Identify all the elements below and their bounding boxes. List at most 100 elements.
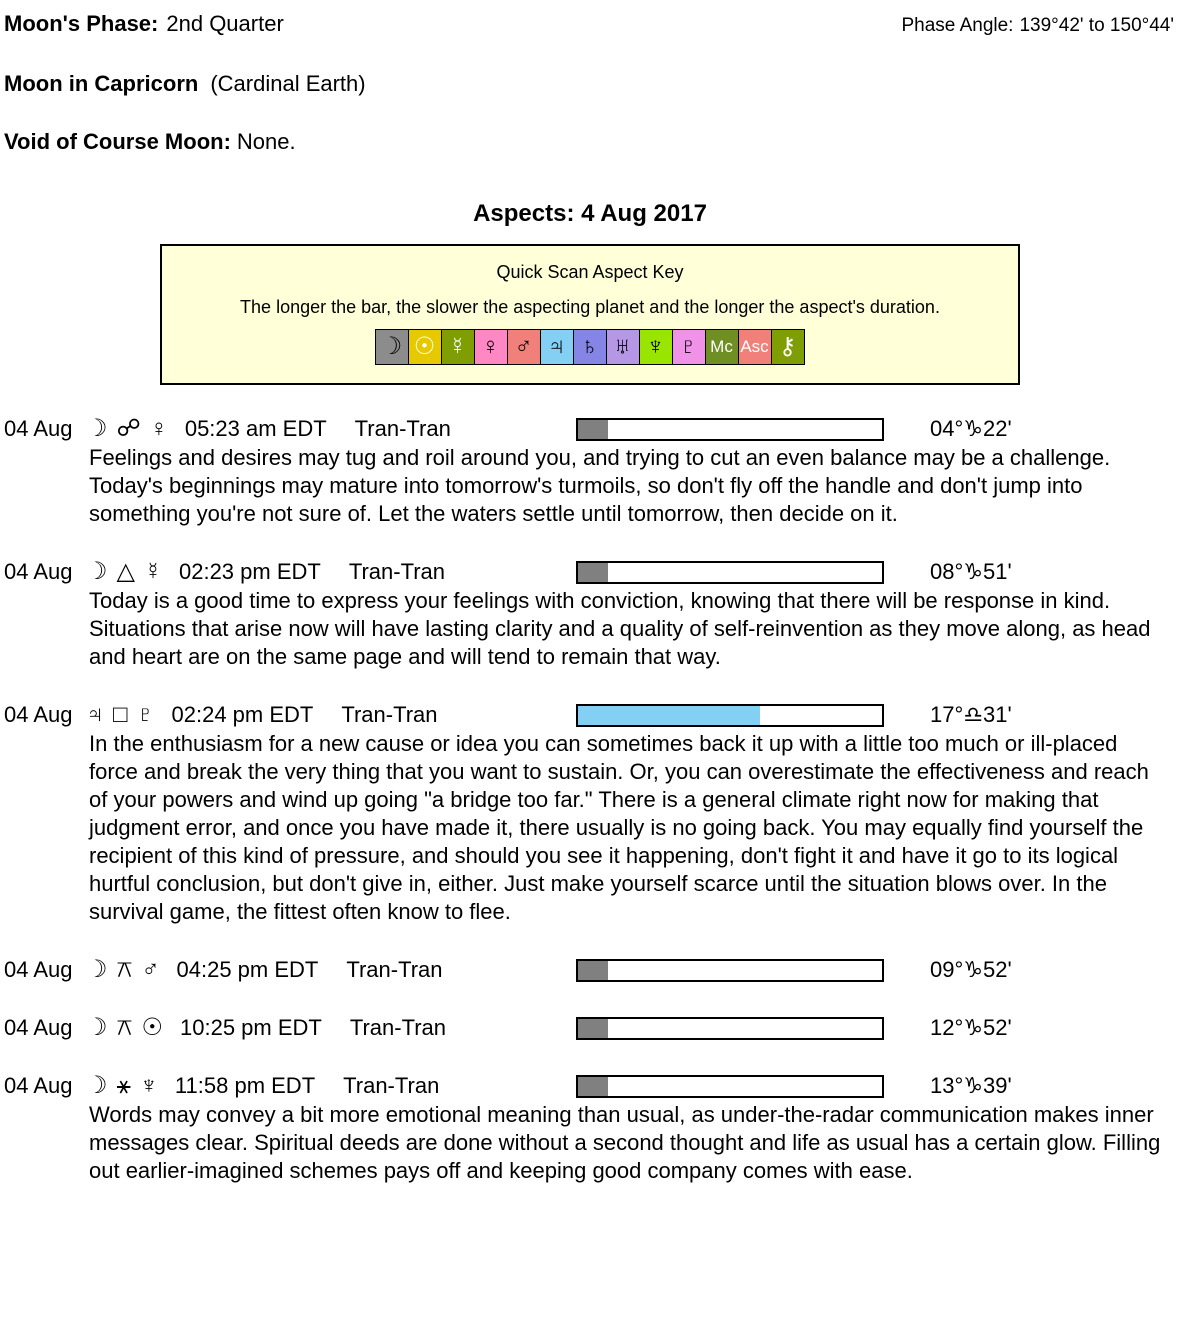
key-box-subtitle: The longer the bar, the slower the aspec… bbox=[240, 297, 940, 317]
duration-bar-fill bbox=[578, 562, 609, 582]
aspect-date: 04 Aug bbox=[4, 1073, 73, 1098]
header-row-1: Moon's Phase: 2nd Quarter Phase Angle: 139… bbox=[4, 10, 1176, 40]
sun-icon: ☉ bbox=[407, 329, 442, 365]
key-box-title: Quick Scan Aspect Key bbox=[496, 262, 684, 282]
aspect-description: Words may convey a bit more emotional me… bbox=[89, 1102, 1161, 1183]
aspect-date: 04 Aug bbox=[4, 957, 73, 982]
duration-bar bbox=[576, 560, 884, 584]
aspect-type: Tran-Tran bbox=[341, 702, 438, 727]
moons-phase-label: Moon's Phase: bbox=[4, 11, 159, 36]
aspect-degree: 08°♑51' bbox=[930, 559, 1012, 584]
midheaven-icon: Mc bbox=[704, 329, 739, 365]
moon-icon: ☽ bbox=[86, 1072, 108, 1099]
duration-bar bbox=[576, 1074, 884, 1098]
sun-icon: ☉ bbox=[141, 1014, 164, 1041]
phase-angle: Phase Angle: 139°42' to 150°44' bbox=[901, 10, 1176, 40]
aspect-block-1: 04 Aug ☽ ☍ ♀ 05:23 am EDT Tran-Tran 04°♑… bbox=[4, 415, 1176, 528]
aspect-row-left: 04 Aug ☽ ☍ ♀ 05:23 am EDT Tran-Tran bbox=[4, 416, 576, 442]
moon-sign-note: (Cardinal Earth) bbox=[210, 71, 366, 96]
aspect-row-left: 04 Aug ☽ ⚻ ♂ 04:25 pm EDT Tran-Tran bbox=[4, 957, 576, 983]
aspect-block-4: 04 Aug ☽ ⚻ ♂ 04:25 pm EDT Tran-Tran 09°♑… bbox=[4, 956, 1176, 984]
aspect-type: Tran-Tran bbox=[346, 957, 443, 982]
aspect-row-left: 04 Aug ♃ □ ♇ 02:24 pm EDT Tran-Tran bbox=[4, 702, 576, 728]
aspect-description: Today is a good time to express your fee… bbox=[89, 588, 1151, 669]
aspect-type: Tran-Tran bbox=[348, 559, 445, 584]
aspect-time: 02:24 pm EDT bbox=[171, 702, 314, 727]
aspect-date: 04 Aug bbox=[4, 416, 73, 441]
moon-sign-line: Moon in Capricorn (Cardinal Earth) bbox=[4, 70, 1176, 98]
mercury-icon: ☿ bbox=[143, 558, 162, 585]
trine-icon: △ bbox=[116, 558, 135, 585]
duration-bar-fill bbox=[578, 1076, 609, 1096]
aspect-time: 05:23 am EDT bbox=[184, 416, 327, 441]
aspect-block-3: 04 Aug ♃ □ ♇ 02:24 pm EDT Tran-Tran 17°♎… bbox=[4, 701, 1176, 926]
quincunx-icon: ⚻ bbox=[116, 1014, 133, 1041]
aspect-block-5: 04 Aug ☽ ⚻ ☉ 10:25 pm EDT Tran-Tran 12°♑… bbox=[4, 1014, 1176, 1042]
aspect-type: Tran-Tran bbox=[354, 416, 451, 441]
aspect-degree: 13°♑39' bbox=[930, 1073, 1012, 1098]
jupiter-icon: ♃ bbox=[539, 329, 574, 365]
moon-icon: ☽ bbox=[86, 1014, 108, 1041]
aspect-degree: 04°♑22' bbox=[930, 416, 1012, 441]
aspect-date: 04 Aug bbox=[4, 1015, 73, 1040]
mercury-icon: ☿ bbox=[440, 329, 475, 365]
phase-angle-value: 139°42' to 150°44' bbox=[1019, 15, 1174, 36]
duration-bar-fill bbox=[578, 705, 761, 725]
aspect-row: 04 Aug ☽ ⚻ ♂ 04:25 pm EDT Tran-Tran 09°♑… bbox=[4, 956, 1176, 984]
jupiter-icon: ♃ bbox=[86, 701, 104, 728]
duration-bar-fill bbox=[578, 960, 609, 980]
saturn-icon: ♄ bbox=[572, 329, 607, 365]
aspect-block-6: 04 Aug ☽ ⚹ ♆ 11:58 pm EDT Tran-Tran 13°♑… bbox=[4, 1072, 1176, 1185]
aspect-degree: 12°♑52' bbox=[930, 1015, 1012, 1040]
neptune-icon: ♆ bbox=[638, 329, 673, 365]
duration-bar-fill bbox=[578, 419, 609, 439]
opposition-icon: ☍ bbox=[116, 415, 141, 442]
aspect-block-2: 04 Aug ☽ △ ☿ 02:23 pm EDT Tran-Tran 08°♑… bbox=[4, 558, 1176, 671]
pluto-icon: ♇ bbox=[136, 701, 155, 728]
aspect-description: Feelings and desires may tug and roil ar… bbox=[89, 445, 1111, 526]
quincunx-icon: ⚻ bbox=[116, 956, 133, 983]
moons-phase-line: Moon's Phase: 2nd Quarter bbox=[4, 10, 284, 38]
moon-icon: ☽ bbox=[86, 415, 108, 442]
duration-bar bbox=[576, 703, 884, 727]
aspect-degree: 17°♎31' bbox=[930, 702, 1012, 727]
pluto-icon: ♇ bbox=[671, 329, 706, 365]
aspect-time: 11:58 pm EDT bbox=[174, 1073, 316, 1098]
mars-icon: ♂ bbox=[141, 956, 160, 983]
neptune-icon: ♆ bbox=[139, 1072, 158, 1099]
venus-icon: ♀ bbox=[473, 329, 508, 365]
moon-sign-label: Moon in Capricorn bbox=[4, 71, 199, 96]
aspect-row-left: 04 Aug ☽ △ ☿ 02:23 pm EDT Tran-Tran bbox=[4, 559, 576, 585]
moon-icon: ☽ bbox=[86, 956, 108, 983]
aspect-time: 10:25 pm EDT bbox=[180, 1015, 322, 1040]
void-of-course-value: None. bbox=[236, 129, 296, 154]
duration-bar-fill bbox=[578, 1018, 609, 1038]
phase-angle-label: Phase Angle: bbox=[901, 15, 1014, 36]
moon-icon: ☽ bbox=[86, 558, 108, 585]
aspect-time: 04:25 pm EDT bbox=[176, 957, 319, 982]
chiron-icon: ⚷ bbox=[770, 329, 805, 365]
aspect-date: 04 Aug bbox=[4, 559, 73, 584]
ascendant-icon: Asc bbox=[737, 329, 772, 365]
duration-bar bbox=[576, 417, 884, 441]
aspect-type: Tran-Tran bbox=[349, 1015, 447, 1040]
aspect-description: In the enthusiasm for a new cause or ide… bbox=[89, 731, 1149, 924]
duration-bar bbox=[576, 1016, 884, 1040]
aspect-row: 04 Aug ☽ △ ☿ 02:23 pm EDT Tran-Tran 08°♑… bbox=[4, 558, 1176, 586]
sextile-icon: ⚹ bbox=[116, 1072, 131, 1099]
void-of-course-line: Void of Course Moon: None. bbox=[4, 128, 1176, 156]
moons-phase-value: 2nd Quarter bbox=[166, 11, 284, 36]
square-aspect-icon: □ bbox=[113, 701, 128, 728]
aspect-row-left: 04 Aug ☽ ⚻ ☉ 10:25 pm EDT Tran-Tran bbox=[4, 1015, 576, 1041]
planet-key-row: ☽ ☉ ☿ ♀ ♂ ♃ ♄ ♅ ♆ ♇ Mc Asc ⚷ bbox=[172, 329, 1008, 365]
aspect-row: 04 Aug ☽ ⚹ ♆ 11:58 pm EDT Tran-Tran 13°♑… bbox=[4, 1072, 1176, 1100]
venus-icon: ♀ bbox=[149, 415, 168, 442]
mars-icon: ♂ bbox=[506, 329, 541, 365]
aspects-title: Aspects: 4 Aug 2017 bbox=[473, 200, 707, 227]
aspect-row-left: 04 Aug ☽ ⚹ ♆ 11:58 pm EDT Tran-Tran bbox=[4, 1073, 576, 1099]
aspect-row: 04 Aug ☽ ⚻ ☉ 10:25 pm EDT Tran-Tran 12°♑… bbox=[4, 1014, 1176, 1042]
aspect-row: 04 Aug ♃ □ ♇ 02:24 pm EDT Tran-Tran 17°♎… bbox=[4, 701, 1176, 729]
moon-icon: ☽ bbox=[374, 329, 409, 365]
aspect-row: 04 Aug ☽ ☍ ♀ 05:23 am EDT Tran-Tran 04°♑… bbox=[4, 415, 1176, 443]
uranus-icon: ♅ bbox=[605, 329, 640, 365]
